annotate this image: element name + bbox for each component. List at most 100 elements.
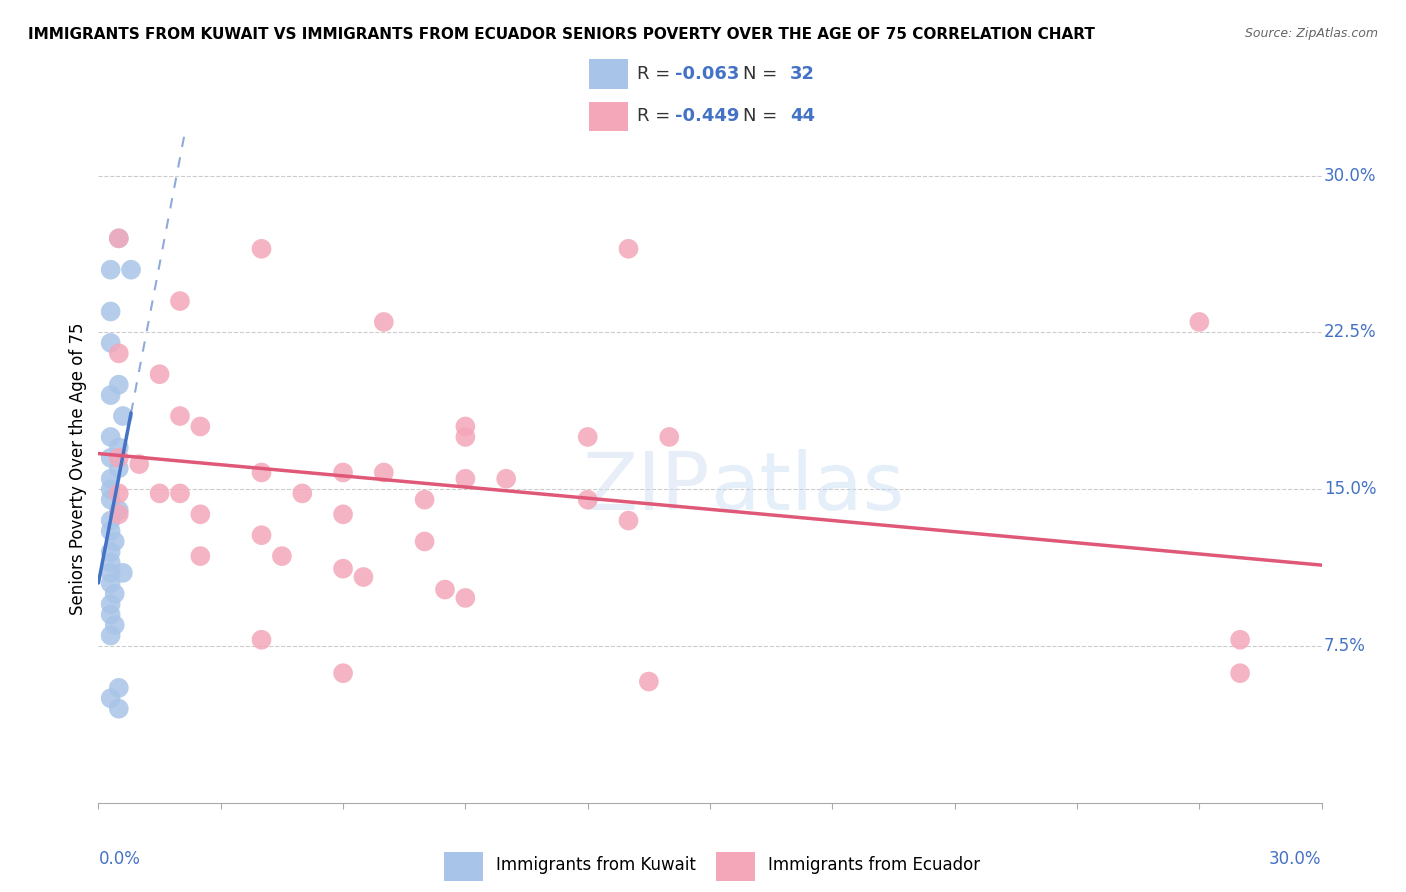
Text: 32: 32 <box>790 65 815 83</box>
Point <box>250 632 273 647</box>
Text: 22.5%: 22.5% <box>1324 324 1376 342</box>
Text: -0.449: -0.449 <box>675 107 740 125</box>
Text: R =: R = <box>637 107 676 125</box>
Point <box>100 545 122 559</box>
Text: N =: N = <box>742 65 783 83</box>
Point <box>108 377 131 392</box>
Point <box>100 597 122 611</box>
Bar <box>589 60 627 89</box>
Point <box>100 576 122 591</box>
Point <box>413 534 436 549</box>
Point <box>108 346 131 360</box>
Text: N =: N = <box>742 107 783 125</box>
Point <box>332 466 354 480</box>
Point <box>332 666 354 681</box>
Point <box>149 368 172 382</box>
Bar <box>589 102 627 131</box>
Point <box>188 549 212 563</box>
Point <box>454 419 477 434</box>
Point <box>413 492 436 507</box>
Point <box>108 681 131 695</box>
Point <box>352 570 374 584</box>
Point <box>149 486 172 500</box>
Point <box>576 492 599 507</box>
Point <box>617 242 640 256</box>
Point <box>250 466 273 480</box>
Point <box>108 231 131 245</box>
Point <box>104 587 127 601</box>
Point <box>108 503 131 517</box>
Text: -0.063: -0.063 <box>675 65 740 83</box>
Point <box>104 618 127 632</box>
Point <box>100 566 122 580</box>
Point <box>108 486 131 500</box>
Point <box>111 409 134 423</box>
Text: 0.0%: 0.0% <box>98 849 141 868</box>
Point <box>658 430 681 444</box>
Point <box>108 508 131 522</box>
Point <box>373 466 395 480</box>
Point <box>108 441 131 455</box>
Point <box>332 562 354 576</box>
Point <box>100 472 122 486</box>
Point <box>434 582 457 597</box>
Point <box>100 524 122 538</box>
Point <box>100 482 122 496</box>
Point <box>100 304 122 318</box>
Point <box>373 315 395 329</box>
Y-axis label: Seniors Poverty Over the Age of 75: Seniors Poverty Over the Age of 75 <box>69 322 87 615</box>
Point <box>100 555 122 569</box>
Point <box>100 262 122 277</box>
Point <box>250 528 273 542</box>
Point <box>100 335 122 350</box>
Text: ZIP: ZIP <box>582 450 710 527</box>
Point <box>1229 666 1251 681</box>
Point <box>108 231 131 245</box>
Bar <box>716 852 755 881</box>
Point <box>332 508 354 522</box>
Point <box>576 430 599 444</box>
Point <box>111 566 134 580</box>
Text: 44: 44 <box>790 107 815 125</box>
Point <box>120 262 142 277</box>
Point <box>637 674 661 689</box>
Point <box>454 591 477 605</box>
Point <box>108 450 131 465</box>
Text: Immigrants from Kuwait: Immigrants from Kuwait <box>496 856 696 874</box>
Point <box>270 549 294 563</box>
Point <box>1188 315 1211 329</box>
Point <box>100 691 122 706</box>
Point <box>169 409 191 423</box>
Text: R =: R = <box>637 65 676 83</box>
Point <box>1229 632 1251 647</box>
Point <box>169 486 191 500</box>
Point <box>100 492 122 507</box>
Point <box>128 457 150 471</box>
Point <box>100 450 122 465</box>
Point <box>495 472 517 486</box>
Point <box>188 508 212 522</box>
Text: 30.0%: 30.0% <box>1324 167 1376 185</box>
Text: IMMIGRANTS FROM KUWAIT VS IMMIGRANTS FROM ECUADOR SENIORS POVERTY OVER THE AGE O: IMMIGRANTS FROM KUWAIT VS IMMIGRANTS FRO… <box>28 27 1095 42</box>
Point <box>454 430 477 444</box>
Text: atlas: atlas <box>710 450 904 527</box>
Bar <box>444 852 484 881</box>
Point <box>108 702 131 716</box>
Point <box>291 486 314 500</box>
Point <box>100 607 122 622</box>
Point <box>100 628 122 642</box>
Point <box>100 430 122 444</box>
Point <box>108 461 131 475</box>
Point <box>104 534 127 549</box>
Text: 15.0%: 15.0% <box>1324 480 1376 499</box>
Point <box>188 419 212 434</box>
Point <box>100 514 122 528</box>
Text: 30.0%: 30.0% <box>1270 849 1322 868</box>
Point <box>454 472 477 486</box>
Text: Immigrants from Ecuador: Immigrants from Ecuador <box>768 856 980 874</box>
Text: Source: ZipAtlas.com: Source: ZipAtlas.com <box>1244 27 1378 40</box>
Point <box>100 388 122 402</box>
Point <box>169 294 191 309</box>
Point <box>250 242 273 256</box>
Text: 7.5%: 7.5% <box>1324 637 1367 655</box>
